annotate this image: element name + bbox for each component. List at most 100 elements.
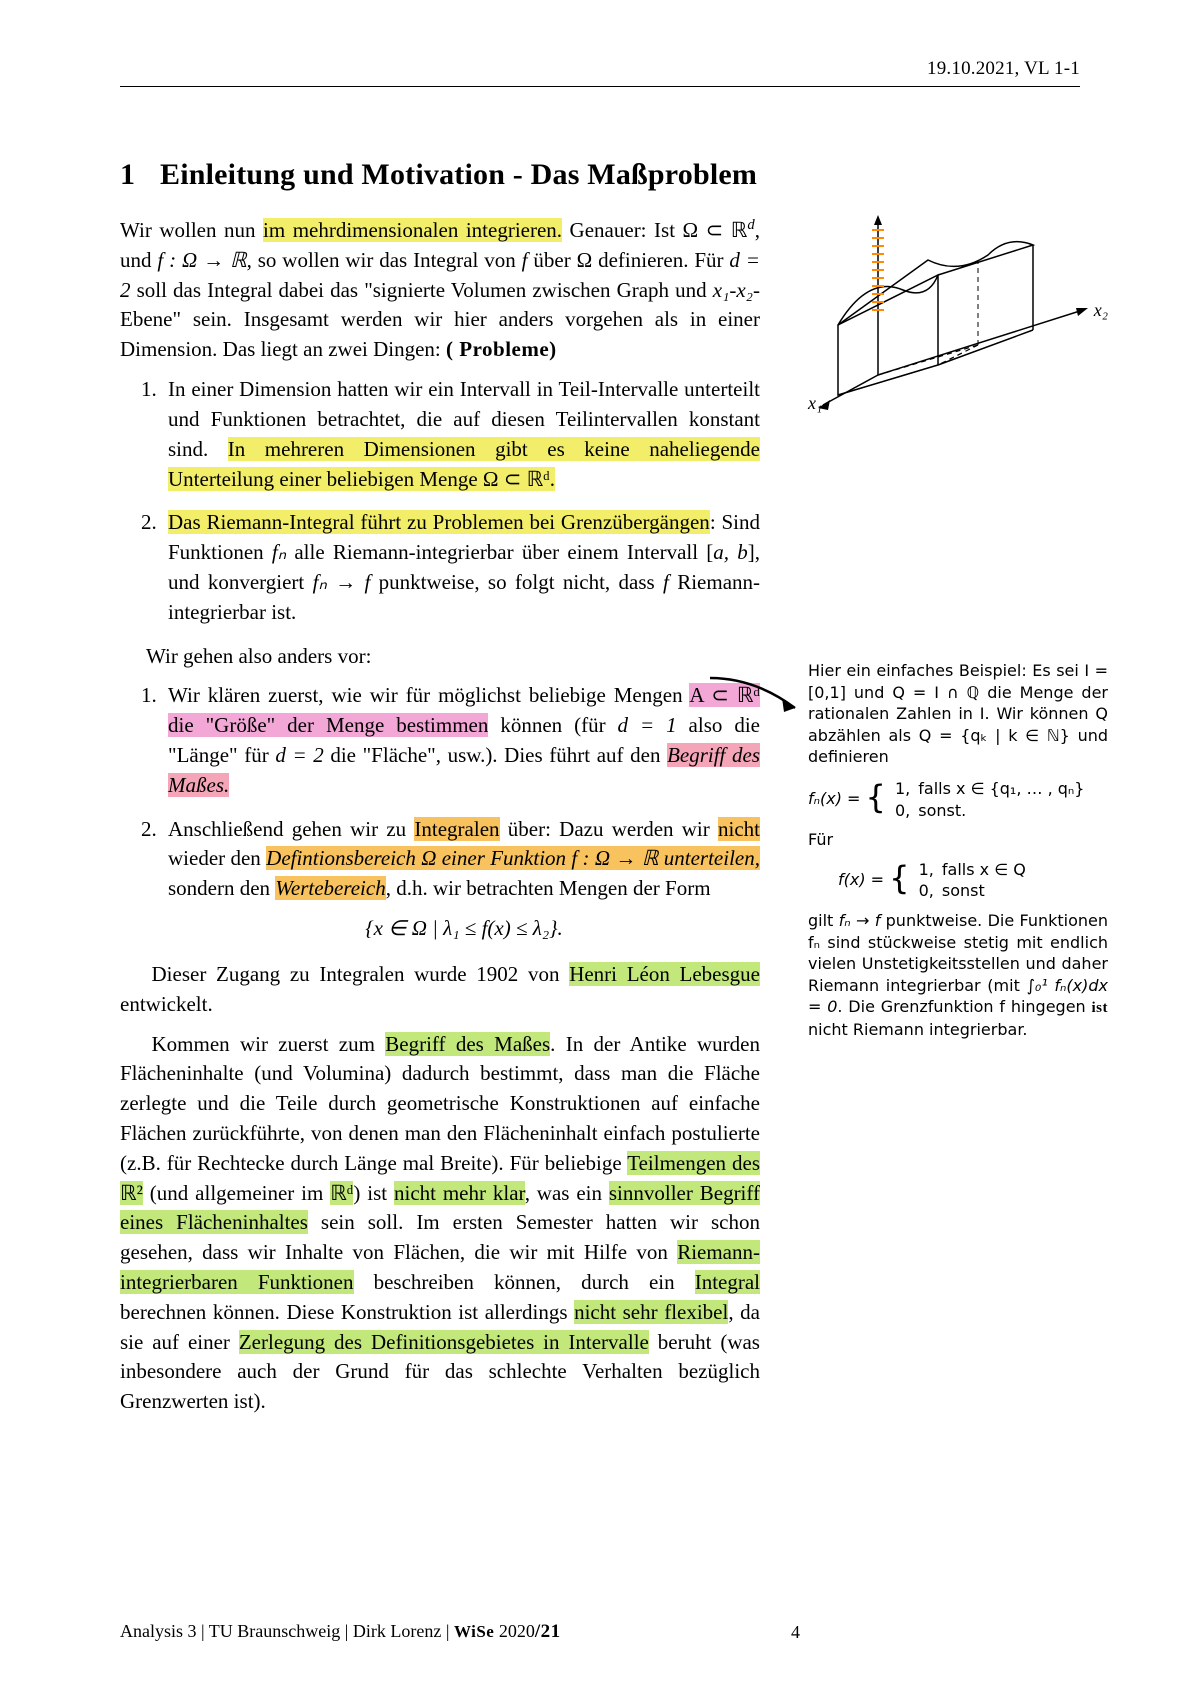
mb-h: berechnen können. Diese Konstruktion ist… (120, 1300, 574, 1324)
intro-t2: Genauer: Ist Ω ⊂ ℝ (562, 218, 747, 242)
cases-table-fn: 1,falls x ∈ {q₁, … , qₙ} 0,sonst. (891, 778, 1088, 821)
a1-t1: Wir klären zuerst, wie wir für möglichst… (168, 683, 689, 707)
a2-or3: Defintionsbereich Ω einer Funktion f : Ω… (266, 846, 760, 870)
footer-uni: TU Braunschweig (209, 1621, 340, 1641)
p2-fn: fₙ (272, 540, 286, 564)
a2-t5: , d.h. wir betrachten Mengen der Form (386, 876, 711, 900)
volume-graph-figure: x₁ x₂ (808, 205, 1108, 415)
approach-item-1: Wir klären zuerst, wie wir für möglichst… (162, 681, 760, 800)
margin-p2: gilt fₙ → f punktweise. Die Funktionen f… (808, 910, 1108, 1040)
handwritten-probleme: ( Probleme) (446, 337, 557, 361)
mn-t2c: . Die Grenzfunktion f hingegen (837, 997, 1091, 1016)
main-text-column: 1Einleitung und Motivation - Das Maßprob… (120, 130, 760, 1427)
p2-t4: punktweise, so folgt nicht, dass (370, 570, 663, 594)
cases-table-f: 1,falls x ∈ Q 0,sonst (915, 859, 1030, 902)
section-title: Einleitung und Motivation - Das Maßprobl… (160, 158, 757, 191)
mb-e: , was ein (525, 1181, 609, 1205)
mb-hl8: nicht sehr flexibel (574, 1300, 728, 1324)
left-brace-icon-2: { (889, 857, 909, 900)
p2-t2: alle Riemann-integrierbar über einem Int… (286, 540, 713, 564)
mn-c2a: 0, (891, 800, 914, 822)
mn-cf2a: 0, (915, 880, 938, 902)
margin-note: Hier ein einfaches Beispiel: Es sei I = … (808, 660, 1108, 1040)
leb-a: Dieser Zugang zu Integralen wurde 1902 v… (152, 962, 570, 986)
a2-t2: über: Dazu werden wir (500, 817, 718, 841)
footer-semester-year: 2020 (499, 1621, 535, 1641)
a1-d1: d = 1 (618, 713, 677, 737)
problems-item-1: In einer Dimension hatten wir ein Interv… (162, 375, 760, 494)
leb-hl: Henri Léon Lebesgue (569, 962, 760, 986)
mn-cf1a: 1, (915, 859, 938, 881)
header-rule (120, 86, 1080, 87)
page: 19.10.2021, VL 1-1 (0, 0, 1200, 1697)
intro-t6: soll das Integral dabei das "signierte V… (131, 278, 713, 302)
margin-fn-def: fₙ(x) = { 1,falls x ∈ {q₁, … , qₙ} 0,son… (808, 778, 1108, 821)
mn-ist-hand: ist (1092, 1000, 1109, 1016)
left-brace-icon: { (866, 776, 886, 819)
footer-sep3: | (441, 1621, 454, 1641)
intro-t5: über Ω definieren. Für (528, 248, 730, 272)
display-set-formula: {x ∈ Ω | λ₁ ≤ f(x) ≤ λ₂}. (168, 914, 760, 944)
mn-fn-lhs: fₙ(x) = (808, 789, 866, 808)
intro-highlight-1: im mehrdimensionalen integrieren. (263, 218, 562, 242)
p1-hl: In mehreren Dimensionen gibt es keine na… (168, 437, 760, 491)
mb-hl3: ℝᵈ (330, 1181, 353, 1205)
a2-or1: Integralen (414, 817, 499, 841)
mb-d: ) ist (353, 1181, 394, 1205)
mn-cf2b: sonst (938, 880, 1030, 902)
a2-t4: sondern den (168, 876, 275, 900)
footer-sep1: | (197, 1621, 209, 1641)
footer-course: Analysis 3 (120, 1621, 197, 1641)
problems-list: In einer Dimension hatten wir ein Interv… (120, 375, 760, 628)
mb-hl9: Zerlegung des Definitionsgebietes in Int… (239, 1330, 649, 1354)
leb-b: entwickelt. (120, 992, 213, 1016)
a2-t3: wieder den (168, 846, 266, 870)
footer-semester-prefix: WiSe (454, 1622, 494, 1641)
intro-x1x2: x₁-x₂ (713, 278, 753, 302)
footer-semester-hand: /21 (535, 1621, 561, 1642)
intro-paragraph: Wir wollen nun im mehrdimensionalen inte… (120, 216, 760, 365)
a1-t4: die "Fläche", usw.). Dies führt auf den (324, 743, 667, 767)
margin-p1: Hier ein einfaches Beispiel: Es sei I = … (808, 660, 1108, 768)
margin-fuer: Für (808, 829, 1108, 851)
bridge-text: Wir gehen also anders vor: (146, 642, 760, 672)
axis-x2-label: x₂ (1094, 300, 1108, 321)
mb-hl4: nicht mehr klar (394, 1181, 525, 1205)
p2-ab: a, b (713, 540, 747, 564)
approach-list: Wir klären zuerst, wie wir für möglichst… (120, 681, 760, 944)
mb-a: Kommen wir zuerst zum (152, 1032, 386, 1056)
intro-t1: Wir wollen nun (120, 218, 263, 242)
mn-c1a: 1, (891, 778, 914, 800)
a1-d2: d = 2 (275, 743, 323, 767)
section-number: 1 (120, 158, 160, 192)
page-footer: Analysis 3 | TU Braunschweig | Dirk Lore… (120, 1621, 1080, 1643)
intro-fmap: f : Ω → ℝ (157, 248, 246, 272)
intro-t4: , so wollen wir das Integral von (247, 248, 522, 272)
mn-conv: fₙ → f (839, 911, 881, 930)
mn-cf1b: falls x ∈ Q (938, 859, 1030, 881)
section-heading: 1Einleitung und Motivation - Das Maßprob… (120, 158, 760, 192)
mb-g: beschreiben können, durch ein (354, 1270, 695, 1294)
axis-x1-label: x₁ (808, 393, 822, 414)
a1-t2: können (für (488, 713, 617, 737)
lebesgue-paragraph: Dieser Zugang zu Integralen wurde 1902 v… (120, 960, 760, 1020)
mn-c1b: falls x ∈ {q₁, … , qₙ} (914, 778, 1088, 800)
mn-t2a: gilt (808, 911, 839, 930)
a2-or4: Wertebereich (275, 876, 385, 900)
mn-t2d: nicht Riemann integrierbar. (808, 1020, 1028, 1039)
a2-t1: Anschließend gehen wir zu (168, 817, 414, 841)
intro-sup-d: d (747, 217, 754, 233)
mb-hl1: Begriff des Maßes (385, 1032, 550, 1056)
p2-conv: fₙ → f (313, 570, 371, 594)
margin-f-def: f(x) = { 1,falls x ∈ Q 0,sonst (838, 859, 1108, 902)
mb-hl7: Integral (695, 1270, 760, 1294)
a2-or2: nicht (718, 817, 760, 841)
mn-f-lhs: f(x) = (838, 870, 889, 889)
footer-sep2: | (340, 1621, 353, 1641)
mass-begriff-paragraph: Kommen wir zuerst zum Begriff des Maßes.… (120, 1030, 760, 1418)
volume-graph-svg (808, 205, 1108, 415)
mn-c2b: sonst. (914, 800, 1088, 822)
page-header-date: 19.10.2021, VL 1-1 (927, 58, 1080, 80)
p2-hl: Das Riemann-Integral führt zu Problemen … (168, 510, 710, 534)
page-number: 4 (791, 1622, 800, 1643)
